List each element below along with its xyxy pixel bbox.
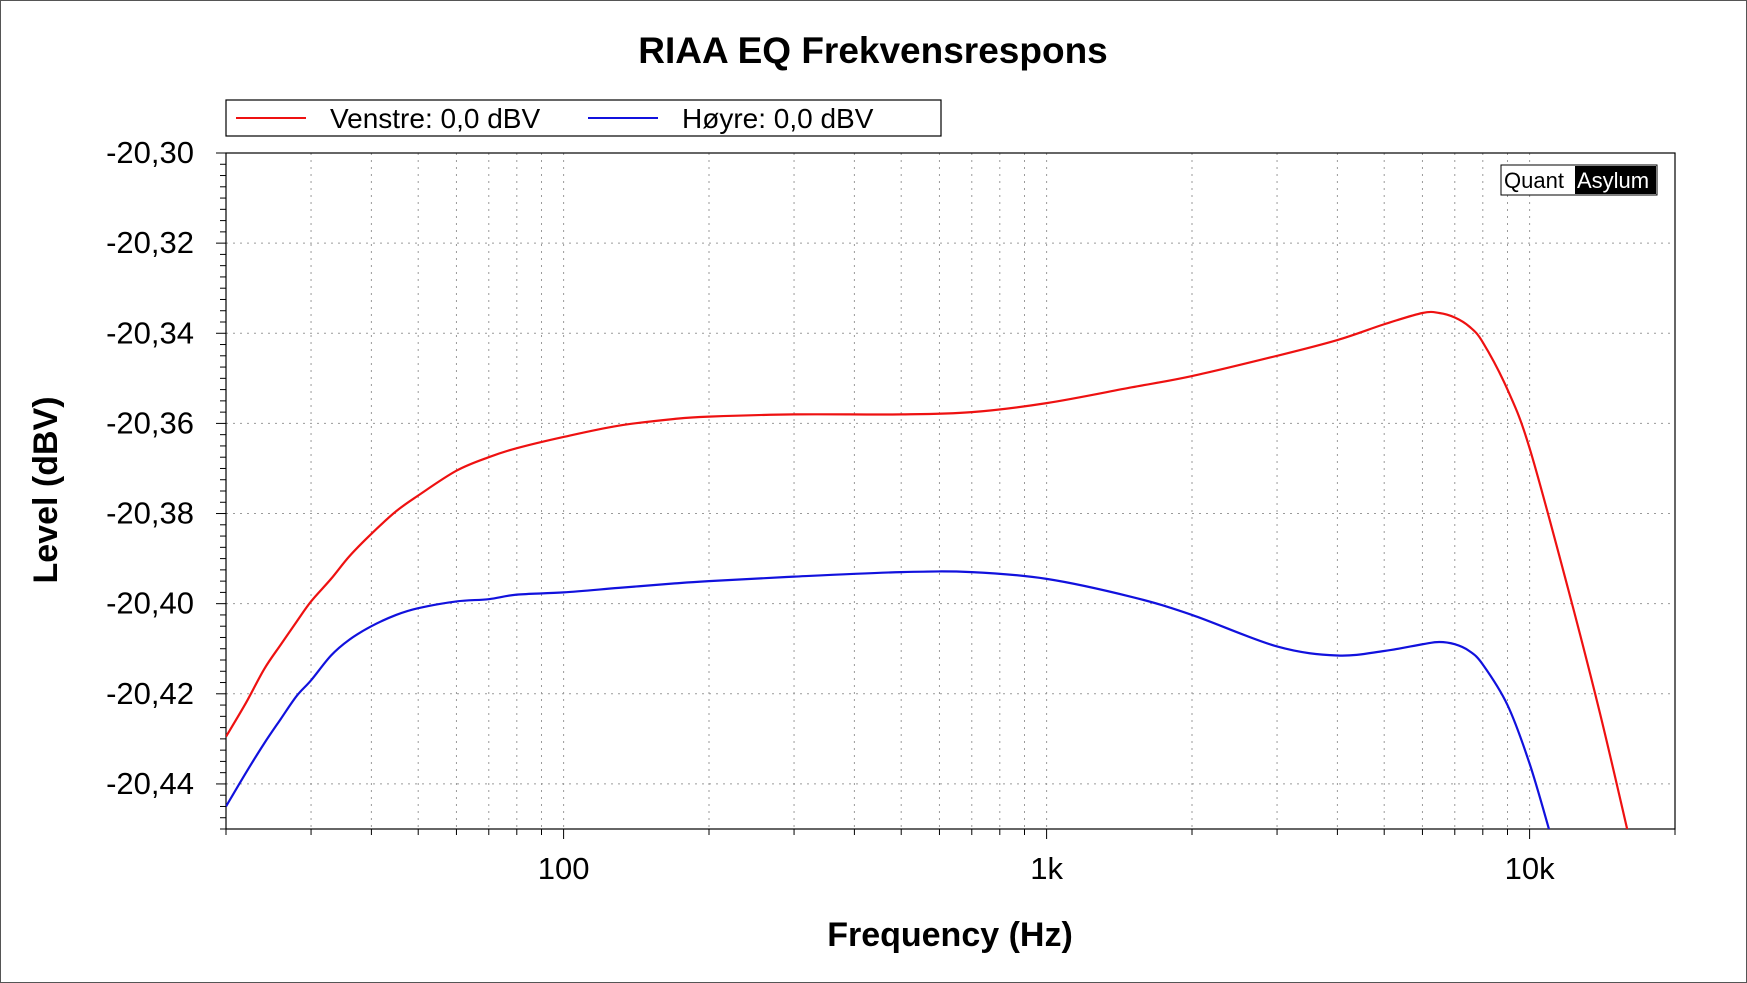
y-tick-label: -20,44 [106,766,194,801]
y-tick-labels: -20,30 -20,32 -20,34 -20,36 -20,38 -20,40 -20,… [106,135,194,801]
y-tick-label: -20,34 [106,315,194,350]
x-tick-label: 10k [1505,851,1555,886]
x-tick-label: 100 [538,851,590,886]
plot-border [225,152,1676,830]
x-tick-labels: 100 1k 10k [538,851,1555,886]
legend: Venstre: 0,0 dBV Høyre: 0,0 dBV [225,99,942,137]
y-tick-label: -20,42 [106,676,194,711]
y-tick-label: -20,40 [106,586,194,621]
minor-ticks [216,152,1676,839]
legend-label-venstre: Venstre: 0,0 dBV [330,103,540,134]
y-tick-label: -20,38 [106,496,194,531]
series-line-0 [226,310,1629,829]
y-tick-label: -20,30 [106,135,194,170]
y-tick-label: -20,36 [106,405,194,440]
watermark-dark-part [1575,166,1656,194]
series-layer [226,310,1629,829]
x-axis-title: Frequency (Hz) [827,916,1073,954]
y-tick-label: -20,32 [106,225,194,260]
chart-title: RIAA EQ Frekvensrespons [638,30,1108,71]
legend-label-hoyre: Høyre: 0,0 dBV [682,103,874,134]
watermark-text-asylum: Asylum [1577,168,1649,193]
legend-box [225,99,942,137]
series-line-1 [226,570,1551,829]
quantasylum-watermark: Quant Asylum [1500,164,1658,196]
x-tick-label: 1k [1030,851,1063,886]
watermark-text-quant: Quant [1504,168,1564,193]
plot-area [226,153,1675,829]
y-axis-title: Level (dBV) [27,396,65,583]
